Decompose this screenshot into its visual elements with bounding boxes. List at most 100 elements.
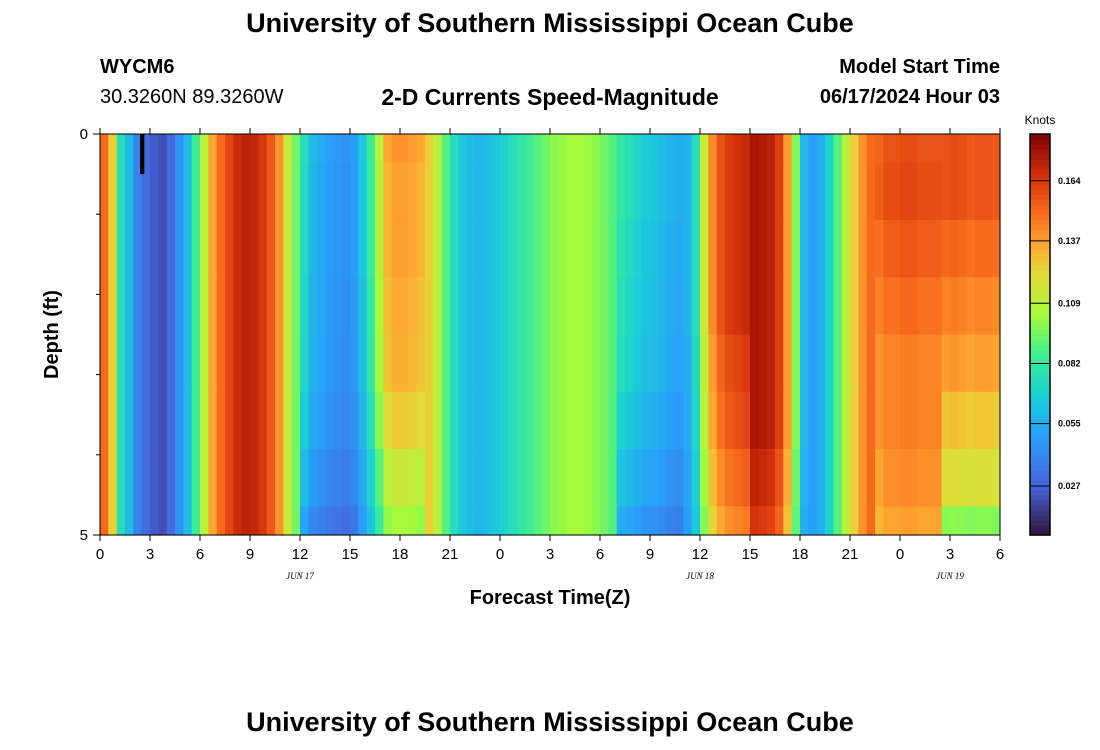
heatmap-cell xyxy=(650,334,659,393)
heatmap-cell xyxy=(183,162,193,221)
x-axis: 0 3 6 9 12 15 18 21 0 3 6 9 12 15 18 21 0 3 6 JUN 17 JUN 18 J… xyxy=(96,128,1004,609)
heatmap-cell xyxy=(433,334,443,393)
heatmap-cell xyxy=(908,506,918,536)
colorbar-segment xyxy=(1030,199,1050,205)
heatmap-cell xyxy=(325,449,334,507)
colorbar-segment xyxy=(1030,174,1050,180)
heatmap-cell xyxy=(225,134,234,164)
heatmap-cell xyxy=(616,277,626,336)
heatmap-cell xyxy=(141,391,151,450)
heatmap-cell xyxy=(425,334,434,393)
heatmap-cell xyxy=(241,449,251,507)
heatmap-cell xyxy=(791,391,801,450)
heatmap-cell xyxy=(358,449,368,507)
heatmap-cell xyxy=(508,277,518,336)
colorbar-segment xyxy=(1030,509,1050,516)
heatmap-cell xyxy=(925,219,934,278)
colorbar-segment xyxy=(1030,464,1050,471)
heatmap-cell xyxy=(666,162,676,221)
heatmap-cell xyxy=(350,277,359,336)
heatmap-cell xyxy=(683,506,693,536)
heatmap-cell xyxy=(216,277,226,336)
heatmap-cell xyxy=(800,134,809,164)
heatmap-cell xyxy=(216,506,226,536)
colorbar-segment xyxy=(1030,389,1050,396)
heatmap-cell xyxy=(316,506,326,536)
heatmap-cell xyxy=(475,219,484,278)
heatmap-cell xyxy=(708,334,718,393)
heatmap-cell xyxy=(958,391,968,450)
heatmap-cell xyxy=(291,134,301,164)
colorbar-segment xyxy=(1030,424,1050,431)
heatmap-cell xyxy=(333,334,343,393)
heatmap-cell xyxy=(700,162,709,221)
heatmap-cell xyxy=(700,334,709,393)
heatmap-cell xyxy=(741,449,751,507)
heatmap-cell xyxy=(733,391,743,450)
heatmap-cell xyxy=(916,449,926,507)
heatmap-cell xyxy=(258,277,268,336)
heatmap-cell xyxy=(891,277,901,336)
heatmap-cell xyxy=(166,134,176,164)
heatmap-cell xyxy=(675,277,684,336)
heatmap-cell xyxy=(183,449,193,507)
heatmap-cell xyxy=(916,334,926,393)
heatmap-cell xyxy=(141,506,151,536)
heatmap-cell xyxy=(175,391,184,450)
heatmap-cell xyxy=(125,277,134,336)
heatmap-cell xyxy=(141,449,151,507)
heatmap-cell xyxy=(433,391,443,450)
heatmap-cell xyxy=(416,334,426,393)
heatmap-cell xyxy=(525,506,534,536)
colorbar-segment xyxy=(1030,374,1050,381)
heatmap-cell xyxy=(116,219,126,278)
heatmap-cell xyxy=(858,334,868,393)
colorbar-segment xyxy=(1030,434,1050,441)
heatmap-cell xyxy=(625,162,634,221)
heatmap-cell xyxy=(658,162,668,221)
heatmap-cell xyxy=(166,277,176,336)
heatmap-cell xyxy=(158,449,168,507)
heatmap-cell xyxy=(500,449,509,507)
heatmap-cell xyxy=(150,134,159,164)
heatmap-cell xyxy=(800,506,809,536)
heatmap-cell xyxy=(725,449,734,507)
heatmap-cell xyxy=(208,391,218,450)
heatmap-cell xyxy=(258,134,268,164)
heatmap-cell xyxy=(466,449,476,507)
colorbar-segment xyxy=(1030,279,1050,285)
date-label: JUN 19 xyxy=(936,571,964,581)
heatmap-cell xyxy=(225,219,234,278)
heatmap-cell xyxy=(466,334,476,393)
heatmap-cell xyxy=(208,134,218,164)
heatmap-cell xyxy=(608,334,618,393)
colorbar-tick-label: 0.027 xyxy=(1058,481,1081,491)
heatmap-cell xyxy=(816,391,826,450)
heatmap-cell xyxy=(391,162,401,221)
heatmap-cell xyxy=(958,134,968,164)
heatmap-cell xyxy=(250,334,259,393)
colorbar-segment xyxy=(1030,289,1050,295)
heatmap-cell xyxy=(366,334,376,393)
heatmap-cell xyxy=(758,506,768,536)
heatmap-cell xyxy=(483,134,493,164)
heatmap-cell xyxy=(200,277,209,336)
heatmap-cell xyxy=(833,506,843,536)
heatmap-cell xyxy=(783,506,793,536)
heatmap-cell xyxy=(550,506,559,536)
heatmap-cell xyxy=(925,277,934,336)
heatmap-cell xyxy=(400,334,409,393)
heatmap-cell xyxy=(758,391,768,450)
colorbar-segment xyxy=(1030,184,1050,190)
heatmap-cell xyxy=(691,162,701,221)
heatmap-cell xyxy=(658,506,668,536)
colorbar-segment xyxy=(1030,164,1050,170)
heatmap-cell xyxy=(583,506,593,536)
heatmap-cell xyxy=(475,334,484,393)
heatmap-cell xyxy=(191,506,201,536)
heatmap-cell xyxy=(966,391,976,450)
heatmap-cell xyxy=(375,391,384,450)
heatmap-cell xyxy=(800,277,809,336)
heatmap-cell xyxy=(183,277,193,336)
heatmap-cell xyxy=(141,219,151,278)
